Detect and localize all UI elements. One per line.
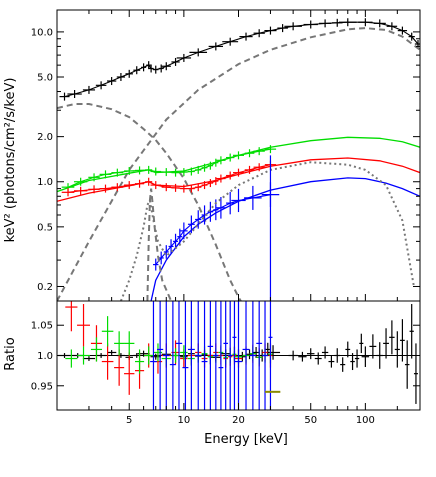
black-data-series: [59, 18, 420, 101]
ratio-plot-area: [57, 301, 420, 410]
y-tick-label: 0.5: [37, 222, 53, 233]
spectrum-plot-area: [57, 18, 420, 301]
ratio-panel: 0.95 1.0 1.05 5 10 20 50 100: [31, 300, 421, 426]
x-tick-label: 100: [356, 415, 375, 426]
black-model-component: [57, 27, 420, 301]
black-model-component: [146, 188, 173, 301]
red-model: [57, 157, 420, 202]
y-tick-label: 0.95: [31, 381, 53, 392]
y-axis-label-ratio: Ratio: [3, 337, 18, 370]
y-tick-label: 0.2: [37, 282, 53, 293]
blue-model: [150, 177, 420, 301]
x-tick-label: 10: [177, 415, 190, 426]
y-tick-label: 5.0: [37, 73, 53, 84]
green-data-series: [61, 145, 277, 192]
blue-data-series: [153, 182, 280, 271]
green-ratio-series: [65, 316, 273, 374]
blue-model-component: [119, 161, 415, 301]
black-model-component: [57, 103, 242, 301]
y-axis-label-spectrum: keV² (photons/cm²/s/keV): [3, 78, 18, 243]
y-tick-label: 1.0: [37, 177, 53, 188]
black-data-trace: [64, 21, 419, 98]
x-tick-label: 50: [304, 415, 317, 426]
y-tick-label: 1.05: [31, 321, 53, 332]
green-model: [57, 136, 420, 193]
x-tick-label: 5: [126, 415, 132, 426]
y-tick-label: 10.0: [31, 27, 53, 38]
spectrum-panel: 0.2 0.5 1.0 2.0 5.0 10.0: [31, 9, 421, 302]
x-tick-label: 20: [232, 415, 245, 426]
y-tick-label: 2.0: [37, 132, 53, 143]
x-axis-label: Energy [keV]: [204, 432, 288, 447]
y-tick-label: 1.0: [37, 351, 53, 362]
blue-ratio-series: [150, 301, 273, 410]
